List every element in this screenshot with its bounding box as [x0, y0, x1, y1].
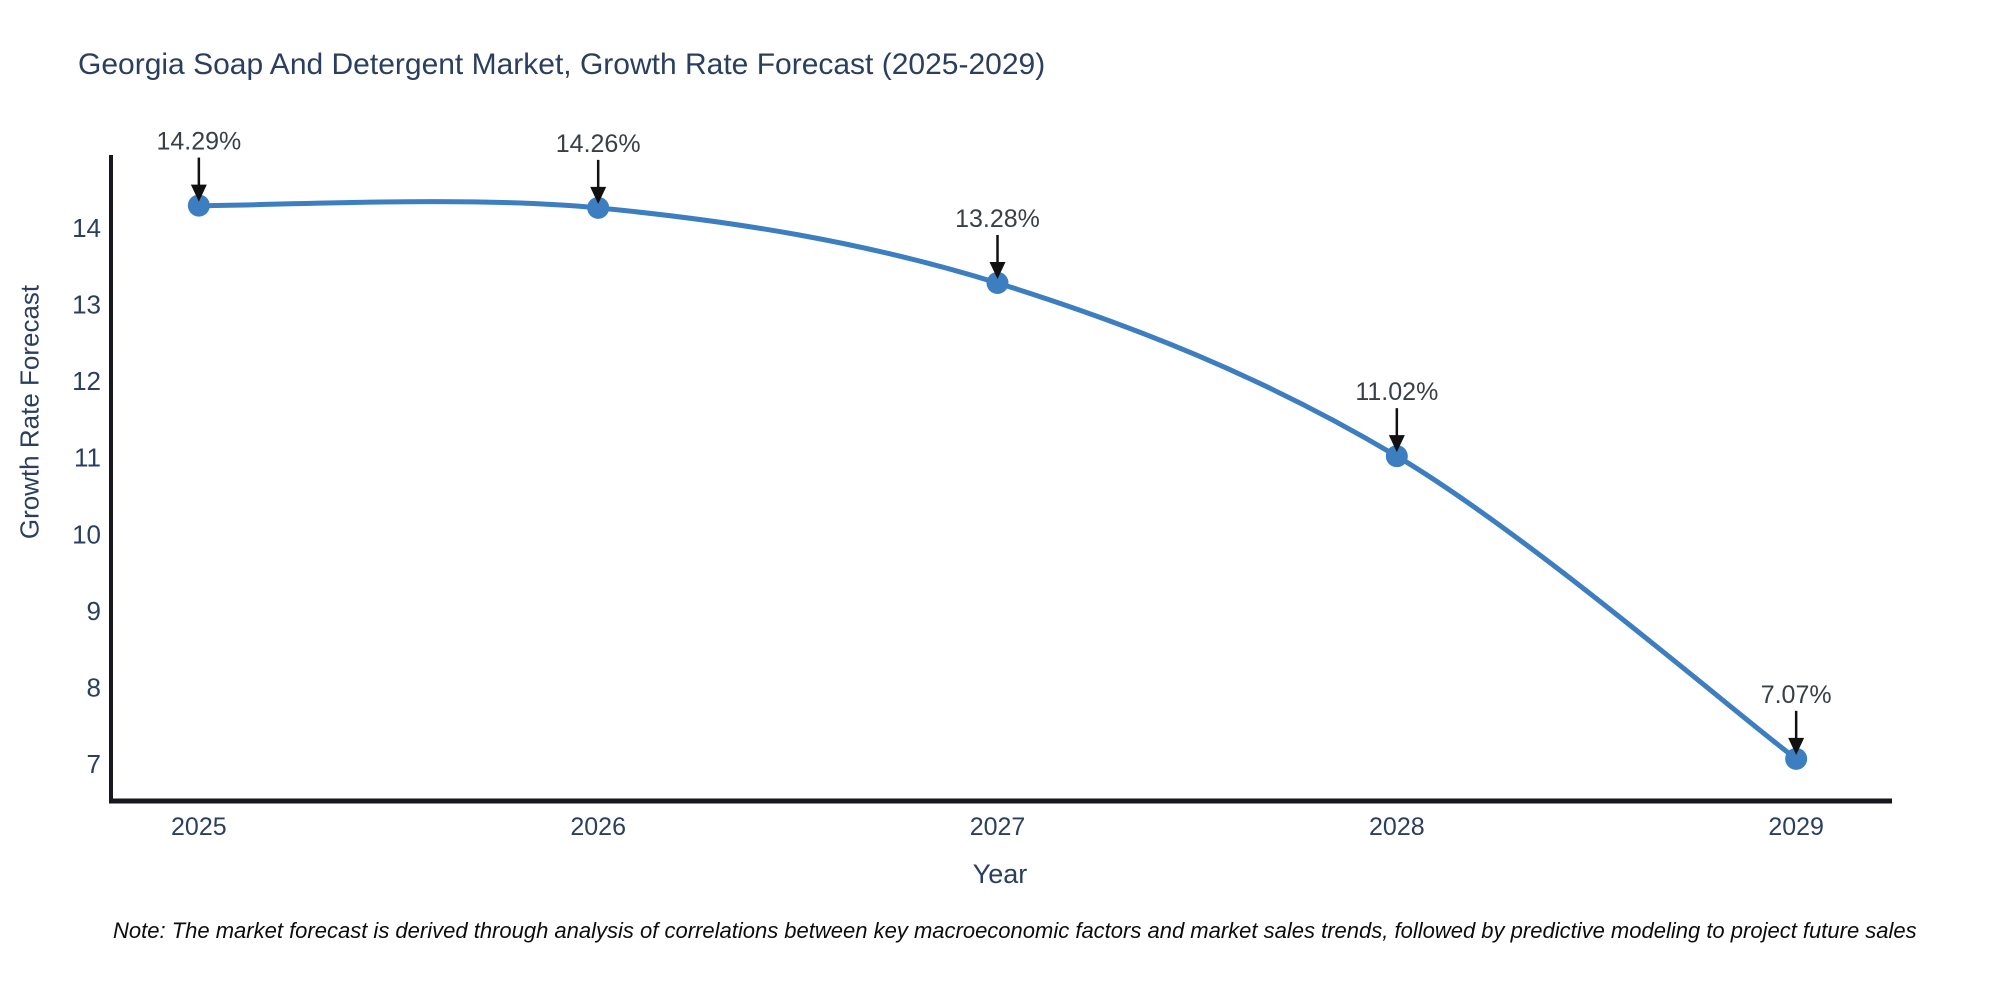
data-point: [1385, 445, 1408, 468]
data-point: [187, 194, 210, 217]
y-tick-label: 11: [74, 443, 101, 473]
y-tick-label: 8: [87, 673, 101, 703]
y-tick-label: 10: [72, 519, 101, 549]
annotation-label: 14.26%: [556, 130, 641, 158]
y-axis-title: Growth Rate Forecast: [14, 284, 45, 540]
x-tick-label: 2028: [1369, 813, 1425, 841]
annotation-arrow-head: [590, 186, 607, 204]
x-tick-label: 2025: [171, 813, 227, 841]
y-tick-label: 7: [87, 749, 101, 779]
y-tick-label: 9: [87, 596, 101, 626]
annotation-label: 14.29%: [156, 128, 241, 156]
y-tick-label: 14: [72, 213, 101, 243]
data-point: [1785, 747, 1808, 770]
annotation-label: 11.02%: [1355, 378, 1438, 406]
data-point: [986, 271, 1009, 294]
annotation-arrow-head: [1388, 435, 1405, 453]
annotation-arrow-head: [989, 261, 1006, 279]
annotation-label: 7.07%: [1761, 681, 1832, 709]
x-tick-label: 2026: [570, 813, 626, 841]
chart-title: Georgia Soap And Detergent Market, Growt…: [78, 48, 1046, 81]
x-axis-title: Year: [972, 859, 1028, 889]
y-tick-label: 12: [72, 366, 101, 396]
annotation-label: 13.28%: [955, 205, 1040, 233]
y-tick-label: 13: [72, 289, 101, 319]
x-tick-label: 2027: [970, 813, 1026, 841]
x-tick-label: 2029: [1768, 813, 1824, 841]
annotation-arrow-head: [190, 184, 207, 202]
data-point: [587, 196, 610, 219]
annotation-arrow-head: [1788, 737, 1805, 755]
footnote: Note: The market forecast is derived thr…: [113, 918, 1917, 943]
